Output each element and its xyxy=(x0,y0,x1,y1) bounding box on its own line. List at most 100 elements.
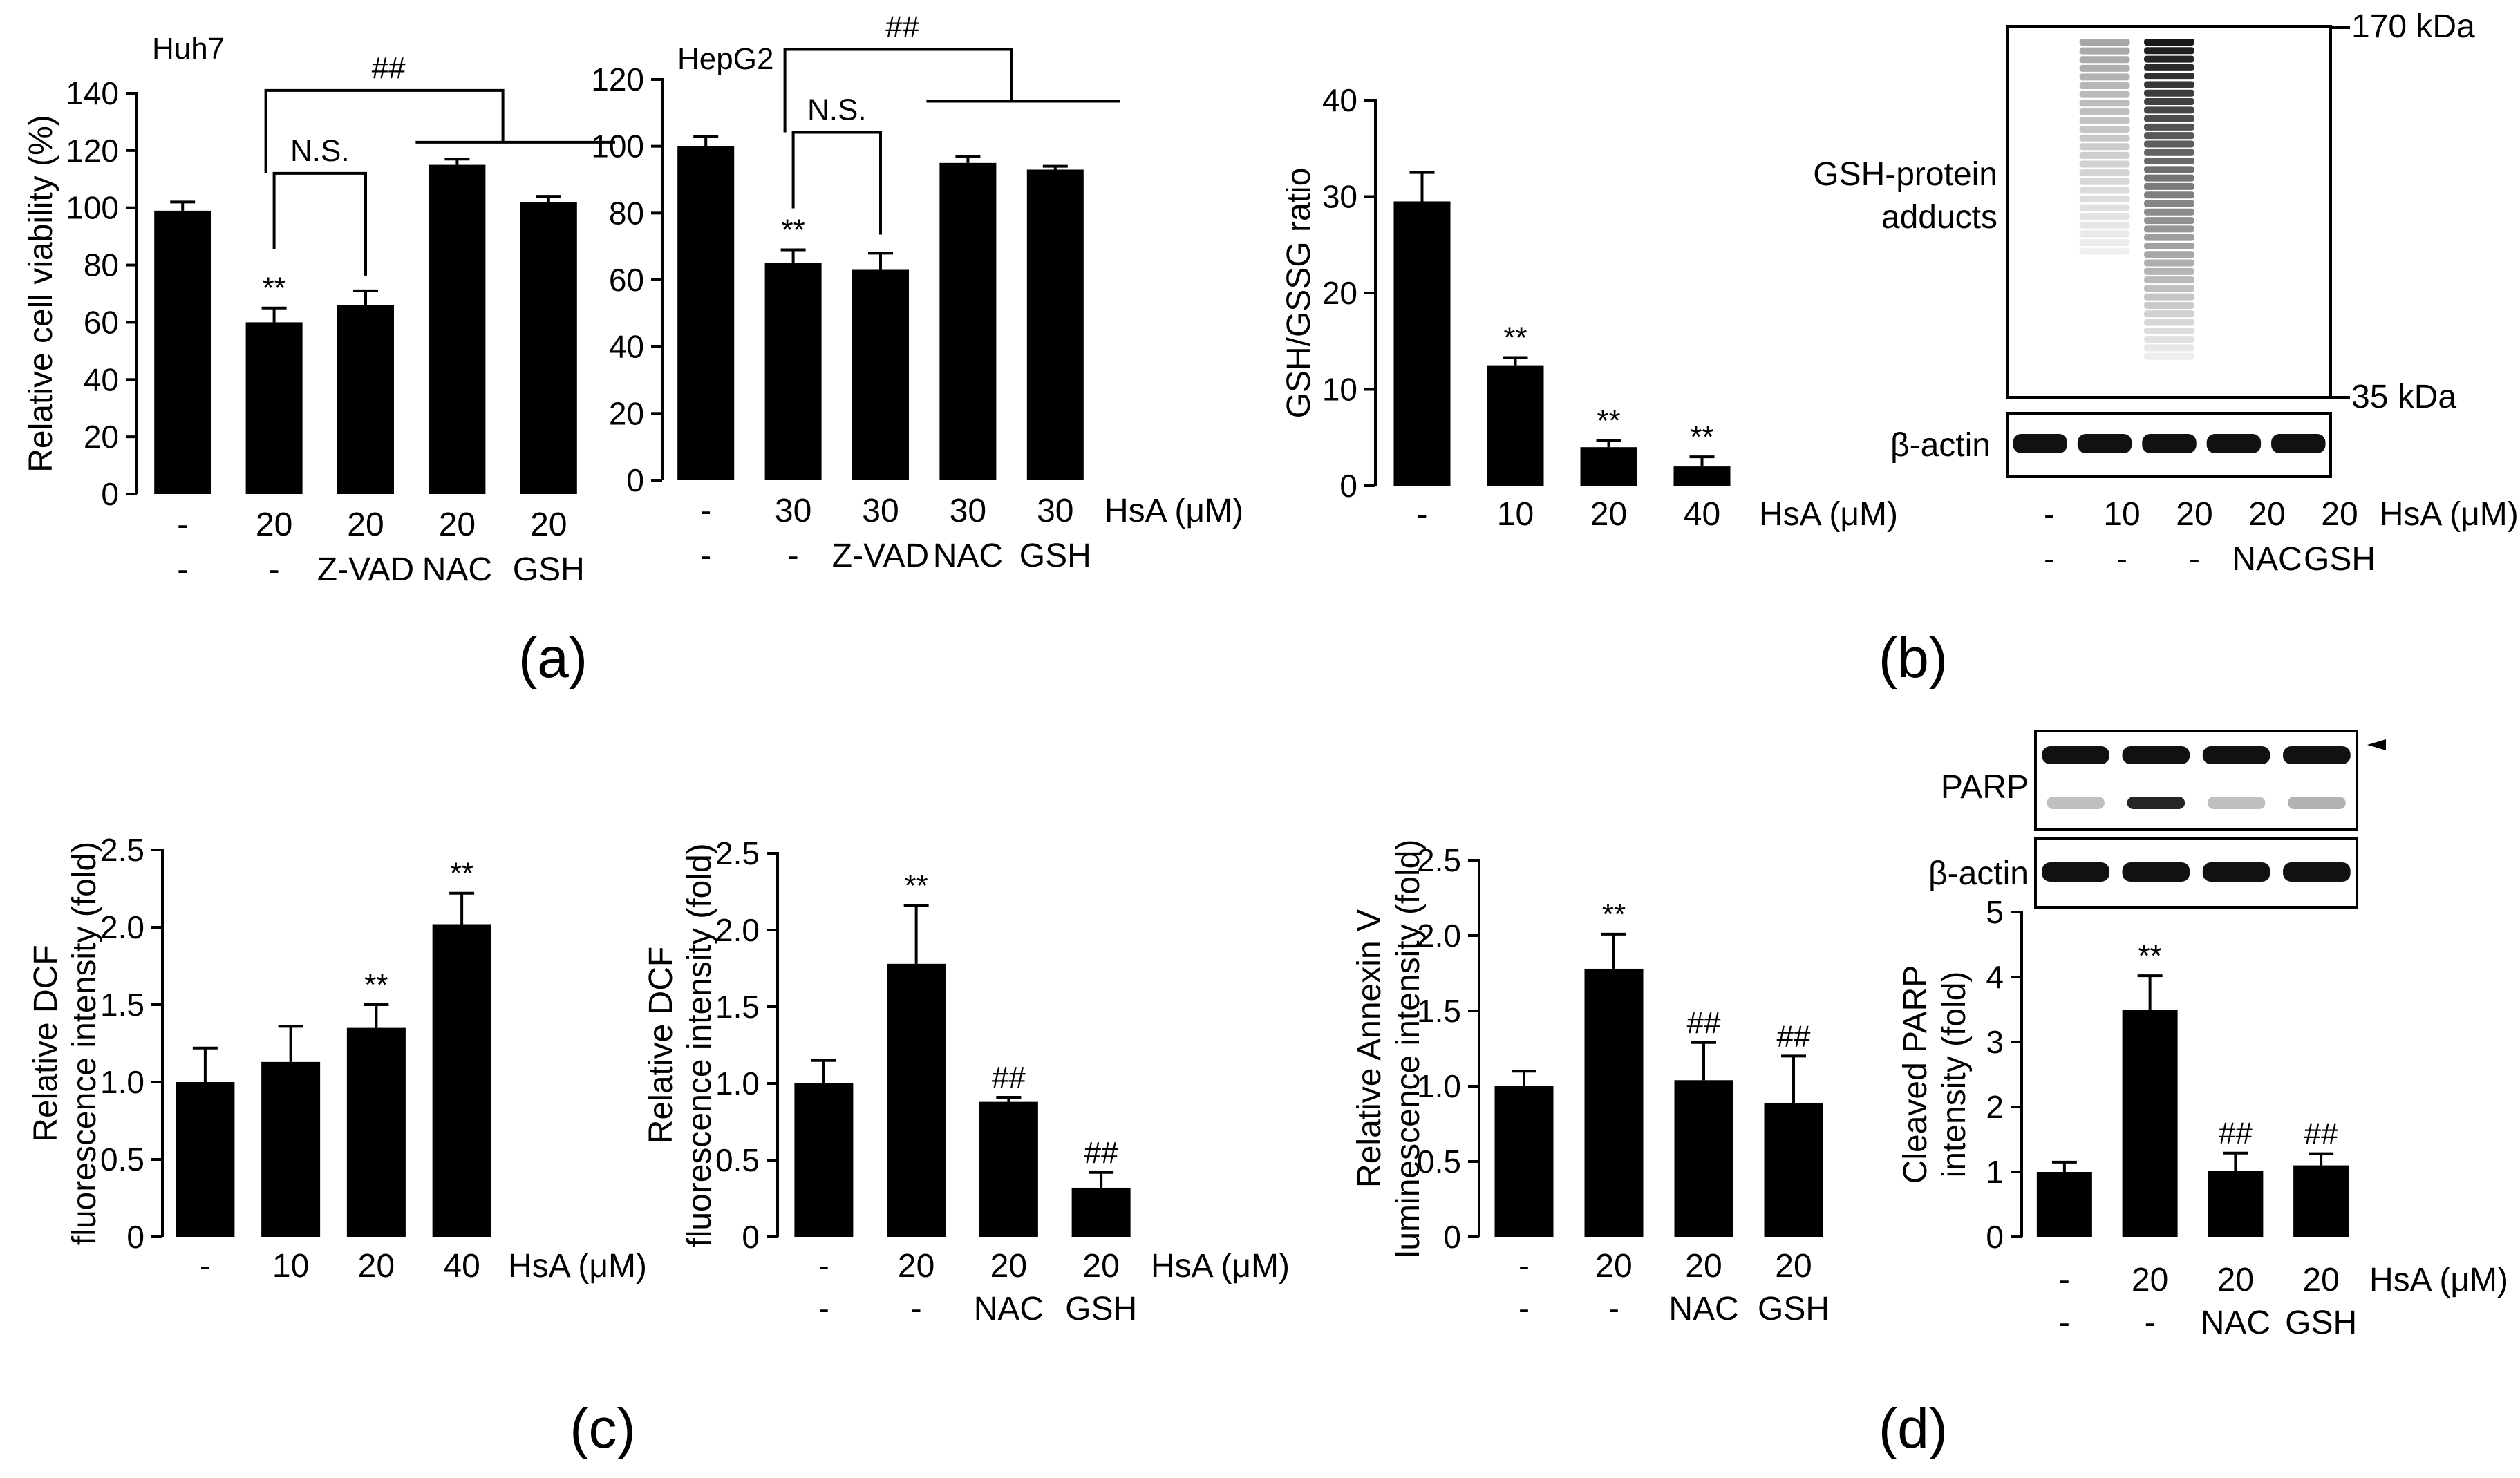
adduct-band xyxy=(2079,230,2130,238)
condition-label-row1: - xyxy=(2059,1262,2070,1298)
bar xyxy=(346,1027,406,1237)
adduct-band xyxy=(2144,319,2194,326)
panel-label-c: (c) xyxy=(570,1397,636,1460)
bar xyxy=(154,210,211,494)
adduct-band xyxy=(2144,225,2194,233)
y-tick-label: 2.5 xyxy=(100,832,144,868)
adduct-band xyxy=(2144,166,2194,173)
adduct-band xyxy=(2144,149,2194,156)
condition-label-row1: - xyxy=(1518,1248,1530,1285)
y-tick-label: 100 xyxy=(591,129,644,164)
condition-label-row2: NAC xyxy=(933,538,1003,574)
treatment-unit-label: HsA (μM) xyxy=(1151,1248,1290,1285)
y-tick-label: 1.0 xyxy=(100,1064,144,1100)
adduct-band xyxy=(2079,213,2130,220)
condition-label-row2: Z-VAD xyxy=(317,551,414,588)
y-axis-label: Cleaved PARP xyxy=(1897,965,1934,1184)
y-tick-label: 40 xyxy=(1322,82,1357,118)
bracket-hash-label: ## xyxy=(372,51,406,85)
adduct-band xyxy=(2144,336,2194,343)
adduct-band xyxy=(2079,56,2130,64)
chart-title: Huh7 xyxy=(152,32,225,66)
y-tick-label: 30 xyxy=(1322,179,1357,215)
bar xyxy=(979,1101,1038,1237)
adduct-band xyxy=(2079,143,2130,151)
actin-band xyxy=(2013,434,2067,453)
significance-label: ## xyxy=(1084,1136,1118,1170)
significance-label: ** xyxy=(1597,404,1620,437)
condition-label-row1: 20 xyxy=(2217,1262,2254,1298)
y-tick-label: 0.5 xyxy=(1417,1144,1461,1179)
y-tick-label: 40 xyxy=(609,329,644,365)
condition-label-row2: - xyxy=(1608,1291,1619,1327)
adduct-band xyxy=(2144,208,2194,216)
condition-label-row1: - xyxy=(177,506,188,543)
condition-label-row1: 40 xyxy=(443,1248,480,1285)
bar xyxy=(2122,1010,2178,1237)
y-axis xyxy=(1364,99,1377,487)
bar xyxy=(1487,365,1544,486)
y-axis xyxy=(767,852,779,1238)
y-tick-label: 1.5 xyxy=(100,987,144,1023)
panel-label-b: (b) xyxy=(1879,627,1948,690)
adduct-band xyxy=(2144,293,2194,301)
adduct-band xyxy=(2079,73,2130,81)
bar xyxy=(887,963,946,1237)
adduct-band xyxy=(2144,352,2194,360)
adduct-band xyxy=(2079,239,2130,247)
y-tick-label: 0 xyxy=(126,1219,144,1255)
y-tick-label: 1 xyxy=(1986,1154,2004,1190)
adduct-band xyxy=(2144,234,2194,241)
adduct-band xyxy=(2079,117,2130,124)
lane-label-row1: 10 xyxy=(2103,496,2140,533)
adduct-band xyxy=(2144,301,2194,309)
adduct-band xyxy=(2144,285,2194,292)
y-axis xyxy=(151,849,164,1238)
condition-label-row2: GSH xyxy=(1019,538,1091,574)
lane-label-row2: - xyxy=(2044,541,2055,578)
condition-label-row1: - xyxy=(200,1248,211,1285)
condition-label-row2: - xyxy=(1518,1291,1530,1327)
adduct-band xyxy=(2144,259,2194,267)
adduct-band xyxy=(2079,247,2130,255)
blot-main-label: GSH-protein xyxy=(1813,156,1997,193)
bar xyxy=(1494,1086,1554,1237)
chart-dcf-dose: 0 0.5 1.0 1.5 2.0 2.5 Relative DCF fluorescence… xyxy=(28,832,647,1285)
condition-label-row2: Z-VAD xyxy=(832,538,929,574)
y-axis-label: fluorescence intensity (fold) xyxy=(681,843,718,1247)
significance-label: ## xyxy=(1687,1006,1721,1040)
y-tick-label: 80 xyxy=(84,247,119,283)
condition-label-row2: NAC xyxy=(2201,1305,2270,1341)
adduct-band xyxy=(2079,126,2130,133)
bar xyxy=(176,1082,235,1237)
condition-label-row1: - xyxy=(1417,496,1428,533)
bar xyxy=(677,146,735,480)
adduct-band xyxy=(2079,47,2130,55)
significance-label: ** xyxy=(450,857,473,891)
lane-label-row2: - xyxy=(2189,541,2200,578)
treatment-unit-label: HsA (μM) xyxy=(1759,496,1898,533)
adduct-band xyxy=(2144,89,2194,97)
y-axis xyxy=(651,78,664,482)
adduct-band xyxy=(2144,182,2194,190)
adduct-band xyxy=(2079,82,2130,90)
y-tick-label: 0 xyxy=(742,1219,760,1255)
y-tick-label: 0 xyxy=(1339,468,1357,504)
bar xyxy=(764,263,822,480)
actin-band xyxy=(2142,434,2197,453)
y-tick-label: 120 xyxy=(591,61,644,97)
significance-label: ** xyxy=(1503,321,1527,354)
y-tick-label: 1.0 xyxy=(1417,1068,1461,1104)
y-tick-label: 80 xyxy=(609,195,644,231)
y-axis xyxy=(2011,911,2023,1238)
adduct-band xyxy=(2079,195,2130,202)
adduct-band xyxy=(2079,204,2130,211)
y-tick-label: 60 xyxy=(609,262,644,298)
condition-label-row2: - xyxy=(911,1291,922,1327)
significance-label: ** xyxy=(1690,420,1713,454)
bar xyxy=(852,269,909,480)
marker-35kda: 35 kDa xyxy=(2351,379,2456,415)
condition-label-row2: - xyxy=(788,538,799,574)
condition-label-row1: 20 xyxy=(2132,1262,2168,1298)
